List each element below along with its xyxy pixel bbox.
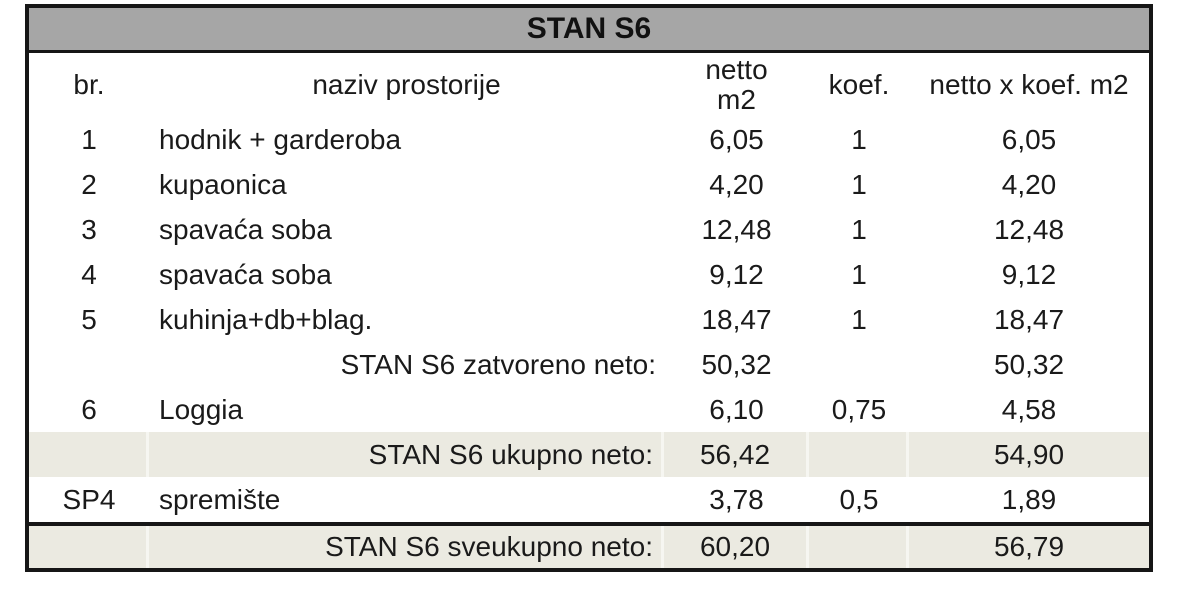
table-row: STAN S6 zatvoreno neto: 50,32 50,32 [29, 342, 1149, 387]
cell-netto-x-koef: 18,47 [993, 303, 1065, 335]
cell-room-name: STAN S6 ukupno neto: [149, 432, 664, 477]
cell-koef: 0,75 [831, 393, 887, 425]
cell-room-number: SP4 [62, 483, 116, 515]
cell-room-number: 5 [81, 303, 97, 335]
cell-koef [809, 342, 909, 387]
table-row: 1 hodnik + garderoba 6,05 1 6,05 [29, 117, 1149, 162]
cell-room-number [29, 432, 149, 477]
column-header-naziv-prostorije: naziv prostorije [312, 69, 501, 100]
cell-room-number: 3 [81, 213, 97, 245]
column-header-netto-x-koef-m2: netto x koef. m2 [929, 69, 1129, 100]
cell-netto-x-koef: 4,20 [1001, 168, 1057, 200]
column-header-br: br. [73, 69, 105, 100]
table-row: 2 kupaonica 4,20 1 4,20 [29, 162, 1149, 207]
table-row: 3 spavaća soba 12,48 1 12,48 [29, 207, 1149, 252]
table-row: SP4 spremište 3,78 0,5 1,89 [29, 477, 1149, 522]
cell-room-name: spremište [159, 483, 281, 515]
table-row: 4 spavaća soba 9,12 1 9,12 [29, 252, 1149, 297]
cell-room-number [29, 526, 149, 568]
table-row: STAN S6 ukupno neto: 56,42 54,90 [29, 432, 1149, 477]
cell-room-number [29, 342, 149, 387]
cell-netto-x-koef: 50,32 [993, 348, 1065, 380]
cell-room-number: 1 [81, 123, 97, 155]
cell-netto-m2: 56,42 [664, 432, 809, 477]
cell-koef: 1 [851, 123, 867, 155]
table-row: 5 kuhinja+db+blag. 18,47 1 18,47 [29, 297, 1149, 342]
cell-koef [809, 432, 909, 477]
cell-netto-m2: 60,20 [664, 526, 809, 568]
cell-room-name: STAN S6 sveukupno neto: [149, 526, 664, 568]
cell-room-number: 6 [81, 393, 97, 425]
table-title-bar: STAN S6 [29, 8, 1149, 53]
cell-room-name: kupaonica [159, 168, 287, 200]
cell-netto-m2: 6,10 [709, 393, 764, 425]
cell-netto-x-koef: 56,79 [993, 531, 1065, 562]
cell-netto-x-koef: 1,89 [1001, 483, 1057, 515]
cell-netto-m2: 50,32 [701, 348, 772, 380]
cell-room-name: spavaća soba [159, 258, 332, 290]
cell-room-number: 2 [81, 168, 97, 200]
table-header-row: br. naziv prostorije netto m2 koef. nett… [29, 53, 1149, 117]
cell-koef [809, 526, 909, 568]
cell-room-name: STAN S6 zatvoreno neto: [340, 348, 656, 380]
cell-koef: 1 [851, 303, 867, 335]
cell-netto-x-koef: 54,90 [993, 438, 1065, 470]
table-title: STAN S6 [526, 12, 652, 45]
cell-koef: 1 [851, 213, 867, 245]
cell-netto-x-koef: 12,48 [993, 213, 1065, 245]
cell-netto-m2: 12,48 [701, 213, 772, 245]
area-table: STAN S6 br. naziv prostorije netto m2 ko… [25, 4, 1153, 572]
cell-room-name: kuhinja+db+blag. [159, 303, 373, 335]
table-row: STAN S6 sveukupno neto: 60,20 56,79 [29, 522, 1149, 568]
cell-room-number: 4 [81, 258, 97, 290]
column-header-netto-m2: netto m2 [705, 54, 768, 115]
cell-netto-m2: 9,12 [709, 258, 764, 290]
cell-netto-m2: 18,47 [701, 303, 772, 335]
cell-netto-m2: 4,20 [709, 168, 764, 200]
cell-room-name: Loggia [159, 393, 244, 425]
cell-netto-m2: 6,05 [709, 123, 764, 155]
cell-koef: 0,5 [839, 483, 879, 515]
table-body: 1 hodnik + garderoba 6,05 1 6,05 2 kupao… [29, 117, 1149, 568]
column-header-koef: koef. [828, 69, 890, 100]
cell-room-name: spavaća soba [159, 213, 332, 245]
cell-netto-x-koef: 6,05 [1001, 123, 1057, 155]
table-row: 6 Loggia 6,10 0,75 4,58 [29, 387, 1149, 432]
cell-koef: 1 [851, 258, 867, 290]
cell-koef: 1 [851, 168, 867, 200]
cell-room-name: hodnik + garderoba [159, 123, 402, 155]
cell-netto-x-koef: 9,12 [1001, 258, 1057, 290]
cell-netto-m2: 3,78 [709, 483, 764, 515]
cell-netto-x-koef: 4,58 [1001, 393, 1057, 425]
